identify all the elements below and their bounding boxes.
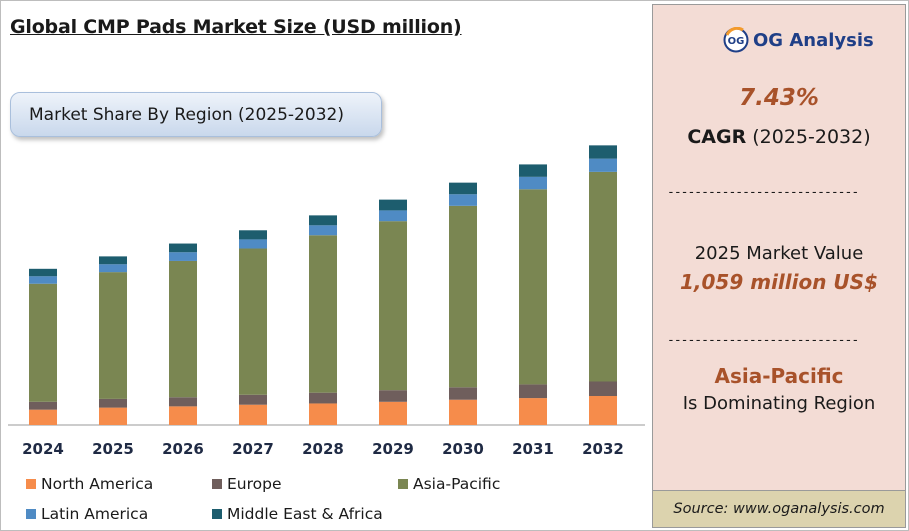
legend-item-europe: Europe — [212, 475, 282, 493]
legend-item-latin-america: Latin America — [26, 505, 148, 523]
bar-segment-north-america-2027 — [239, 404, 267, 425]
bar-segment-europe-2030 — [449, 387, 477, 400]
market-value-label: 2025 Market Value — [694, 243, 864, 264]
bar-segment-europe-2026 — [169, 397, 197, 407]
bar-segment-latin-america-2032 — [589, 158, 617, 172]
legend-item-north-america: North America — [26, 475, 153, 493]
source-text: Source: www.oganalysis.com — [673, 501, 885, 517]
bar-segment-north-america-2032 — [589, 396, 617, 425]
bar-segment-middle-east-africa-2026 — [169, 243, 197, 253]
legend-swatch-asia-pacific — [398, 479, 408, 489]
bar-segment-asia-pacific-2032 — [589, 171, 617, 382]
bar-segment-europe-2025 — [99, 398, 127, 408]
dominating-region: Asia-Pacific — [714, 364, 844, 388]
market-value: 1,059 million US$ — [680, 270, 878, 294]
legend-label-europe: Europe — [227, 475, 282, 493]
chart-title: Global CMP Pads Market Size (USD million… — [10, 16, 462, 38]
subtitle-pill: Market Share By Region (2025-2032) — [10, 92, 382, 137]
cagr-label-period: (2025-2032) — [746, 126, 871, 148]
bar-segment-europe-2029 — [379, 390, 407, 402]
bar-segment-middle-east-africa-2032 — [589, 145, 617, 159]
bar-segment-middle-east-africa-2030 — [449, 182, 477, 195]
bar-segment-latin-america-2030 — [449, 194, 477, 206]
bar-segment-latin-america-2028 — [309, 225, 337, 236]
cagr-label: CAGR (2025-2032) — [653, 126, 905, 148]
bar-segment-latin-america-2025 — [99, 264, 127, 273]
bar-segment-north-america-2030 — [449, 399, 477, 425]
bar-segment-europe-2032 — [589, 381, 617, 396]
cagr-label-bold: CAGR — [687, 126, 747, 148]
bar-segment-asia-pacific-2029 — [379, 221, 407, 391]
bar-segment-middle-east-africa-2031 — [519, 164, 547, 177]
legend-label-mea: Middle East & Africa — [227, 505, 383, 523]
x-tick-label-2025: 2025 — [92, 440, 134, 458]
legend-label-asia-pacific: Asia-Pacific — [413, 475, 501, 493]
x-tick-label-2027: 2027 — [232, 440, 274, 458]
source-bar: Source: www.oganalysis.com — [652, 490, 906, 528]
bar-segment-latin-america-2029 — [379, 210, 407, 222]
og-logo-mark: OG — [728, 36, 745, 47]
bar-segment-north-america-2025 — [99, 407, 127, 425]
divider-2: ---------------------------- — [667, 333, 859, 348]
bar-segment-europe-2027 — [239, 394, 267, 405]
bar-segment-asia-pacific-2027 — [239, 248, 267, 395]
bar-segment-europe-2031 — [519, 384, 547, 399]
bar-segment-middle-east-africa-2025 — [99, 256, 127, 265]
bar-segment-north-america-2024 — [29, 409, 57, 425]
og-logo-icon: OG — [723, 27, 749, 53]
bar-segment-middle-east-africa-2028 — [309, 215, 337, 226]
bar-segment-middle-east-africa-2027 — [239, 230, 267, 240]
legend-swatch-europe — [212, 479, 222, 489]
bar-segment-middle-east-africa-2024 — [29, 268, 57, 277]
x-tick-label-2028: 2028 — [302, 440, 344, 458]
legend: North America Europe Asia-Pacific Latin … — [0, 470, 650, 530]
bar-segment-middle-east-africa-2029 — [379, 199, 407, 211]
logo-text: OG Analysis — [753, 29, 874, 51]
dominating-region-sub: Is Dominating Region — [682, 393, 876, 414]
bar-segment-latin-america-2026 — [169, 252, 197, 261]
bar-segment-europe-2024 — [29, 401, 57, 410]
legend-label-north-america: North America — [41, 475, 154, 493]
bar-segment-north-america-2029 — [379, 401, 407, 425]
divider-1: ---------------------------- — [667, 185, 859, 200]
bar-segment-north-america-2026 — [169, 406, 197, 425]
bar-segment-north-america-2031 — [519, 398, 547, 425]
x-tick-label-2024: 2024 — [22, 440, 64, 458]
subtitle-pill-label: Market Share By Region (2025-2032) — [29, 104, 344, 125]
bar-segment-asia-pacific-2028 — [309, 235, 337, 393]
bar-segment-europe-2028 — [309, 392, 337, 404]
x-tick-label-2029: 2029 — [372, 440, 414, 458]
cagr-value: 7.43% — [739, 85, 819, 111]
legend-label-latin-america: Latin America — [41, 505, 149, 523]
legend-swatch-north-america — [26, 479, 36, 489]
x-tick-label-2031: 2031 — [512, 440, 554, 458]
summary-panel: OG OG Analysis 7.43% CAGR (2025-2032) --… — [652, 4, 906, 528]
bar-segment-north-america-2028 — [309, 403, 337, 425]
x-tick-label-2030: 2030 — [442, 440, 484, 458]
legend-swatch-mea — [212, 509, 222, 519]
bar-segment-asia-pacific-2025 — [99, 272, 127, 399]
og-analysis-logo: OG OG Analysis — [723, 27, 874, 53]
stacked-bar-chart: 2024 2025 2026 2027 2028 2029 2030 2031 2032 — [8, 145, 645, 458]
bar-segment-asia-pacific-2031 — [519, 189, 547, 385]
bar-segment-asia-pacific-2030 — [449, 205, 477, 388]
bar-segment-latin-america-2024 — [29, 276, 57, 284]
x-tick-label-2026: 2026 — [162, 440, 204, 458]
legend-item-mea: Middle East & Africa — [212, 505, 383, 523]
bar-segment-latin-america-2031 — [519, 176, 547, 190]
legend-swatch-latin-america — [26, 509, 36, 519]
bar-segment-latin-america-2027 — [239, 239, 267, 249]
legend-item-asia-pacific: Asia-Pacific — [398, 475, 500, 493]
bar-segment-asia-pacific-2024 — [29, 283, 57, 402]
bar-segment-asia-pacific-2026 — [169, 260, 197, 398]
x-tick-label-2032: 2032 — [582, 440, 624, 458]
